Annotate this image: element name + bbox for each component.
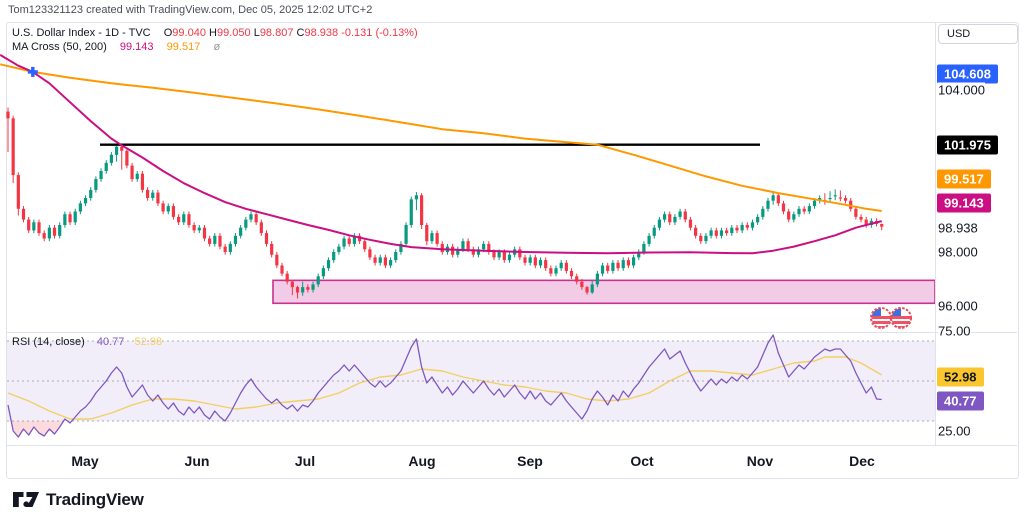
pane-divider[interactable] (6, 332, 1017, 333)
rsi-legend[interactable]: RSI (14, close) 40.77 52.98 (12, 336, 162, 348)
rsi-value: 40.77 (96, 336, 125, 348)
us-flag-event-icon[interactable] (870, 307, 892, 329)
rsi-ma-value: 52.98 (134, 336, 163, 348)
legend-separator: - (122, 27, 126, 39)
price-tick-98.000: 98.000 (938, 244, 978, 260)
visibility-eye-icon[interactable]: ø (213, 41, 221, 53)
month-label-jul: Jul (294, 453, 316, 469)
ohlc-close-label: C (296, 27, 305, 39)
price-badge-99.143: 99.143 (937, 193, 991, 213)
rsi-title: RSI (14, close) (12, 336, 85, 348)
month-label-oct: Oct (630, 453, 654, 469)
ma50-line[interactable] (0, 54, 882, 255)
symbol-legend-row[interactable]: U.S. Dollar Index - 1D - TVC O99.040 H99… (12, 26, 418, 40)
ohlc-low-label: L (253, 27, 260, 39)
legend-separator: - (98, 27, 102, 39)
month-label-sep: Sep (517, 453, 543, 469)
symbol-title: U.S. Dollar Index (12, 27, 96, 39)
month-label-may: May (71, 453, 99, 469)
price-tick-96.000: 96.000 (938, 298, 978, 314)
price-tick-25.00: 25.00 (938, 423, 971, 439)
tradingview-logo-icon (13, 492, 39, 507)
month-label-jun: Jun (184, 453, 210, 469)
ma200-line[interactable] (0, 63, 882, 212)
ohlc-close-value: 98.938 (304, 27, 339, 39)
time-axis-divider (6, 445, 1017, 446)
rsi-ma-line[interactable] (7, 356, 883, 420)
ma-cross-title: MA Cross (50, 200) (12, 41, 107, 53)
price-badge-52.98: 52.98 (937, 367, 984, 387)
month-label-nov: Nov (746, 453, 774, 469)
ohlc-low-value: 98.807 (259, 27, 294, 39)
tradingview-logo[interactable]: TradingView (13, 490, 144, 510)
chart-frame (6, 22, 1019, 479)
ma-slow-value: 99.517 (166, 41, 201, 53)
symbol-exchange: TVC (128, 27, 151, 39)
price-tick-75.00: 75.00 (938, 323, 971, 339)
price-badge-104.608: 104.608 (937, 64, 998, 83)
tradingview-logo-text: TradingView (46, 490, 144, 509)
ma-cross-legend-row[interactable]: MA Cross (50, 200) 99.143 99.517 ø (12, 40, 418, 54)
price-badge-101.975: 101.975 (937, 135, 998, 155)
ma-fast-value: 99.143 (119, 41, 154, 53)
ohlc-open-label: O (163, 27, 173, 39)
candlesticks (6, 107, 884, 299)
price-tick-98.938: 98.938 (938, 220, 978, 236)
symbol-legend: U.S. Dollar Index - 1D - TVC O99.040 H99… (12, 26, 418, 54)
symbol-interval: 1D (104, 27, 120, 39)
us-flag-event-icon[interactable] (890, 307, 912, 329)
currency-usd-button[interactable]: USD (938, 24, 1018, 44)
ohlc-high-value: 99.050 (216, 27, 251, 39)
price-badge-99.517: 99.517 (937, 169, 991, 189)
price-tick-104.000: 104.000 (938, 82, 985, 98)
rsi-line[interactable] (7, 334, 882, 438)
attribution-text: Tom123321123 created with TradingView.co… (8, 4, 373, 16)
ma-cross-marker (27, 66, 38, 77)
ohlc-high-label: H (209, 27, 217, 39)
ohlc-open-value: 99.040 (172, 27, 206, 39)
month-label-aug: Aug (408, 453, 436, 469)
support-zone[interactable] (272, 279, 936, 305)
rsi-band (7, 341, 935, 421)
change-value: -0.131 (-0.13%) (341, 27, 418, 39)
month-label-dec: Dec (849, 453, 875, 469)
price-badge-40.77: 40.77 (937, 391, 984, 411)
price-scale-divider (935, 22, 936, 445)
